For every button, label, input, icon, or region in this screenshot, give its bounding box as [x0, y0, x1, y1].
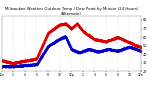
Title: Milwaukee Weather Outdoor Temp / Dew Point by Minute (24 Hours) (Alternate): Milwaukee Weather Outdoor Temp / Dew Poi…	[4, 7, 138, 16]
